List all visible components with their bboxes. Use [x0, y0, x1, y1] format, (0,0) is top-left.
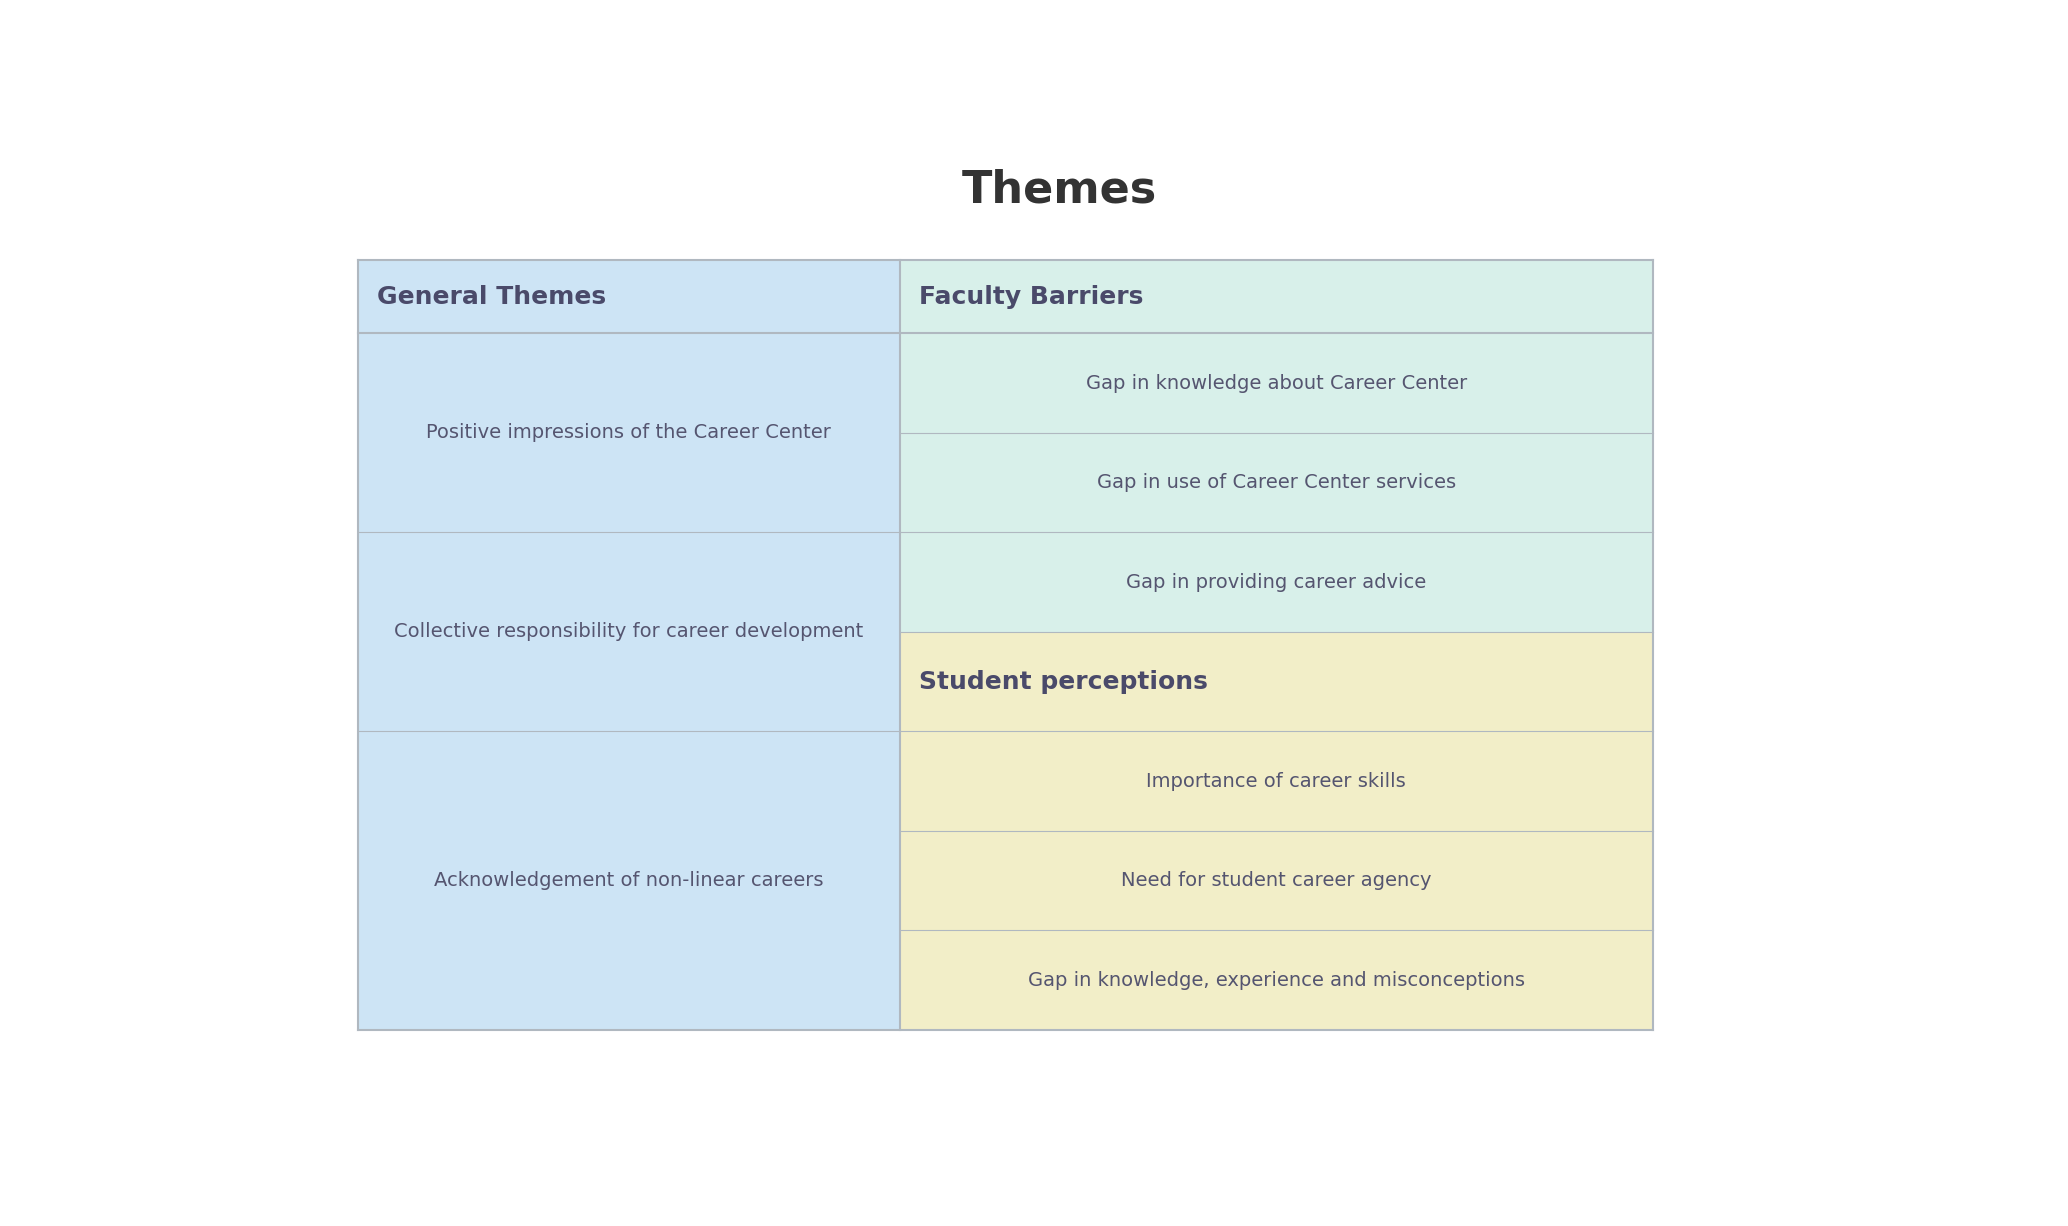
Text: Faculty Barriers: Faculty Barriers	[918, 284, 1144, 309]
Text: Gap in use of Career Center services: Gap in use of Career Center services	[1096, 473, 1456, 492]
FancyBboxPatch shape	[900, 631, 1652, 1030]
Text: Collective responsibility for career development: Collective responsibility for career dev…	[395, 623, 862, 641]
FancyBboxPatch shape	[900, 260, 1652, 631]
Text: Gap in knowledge, experience and misconceptions: Gap in knowledge, experience and misconc…	[1028, 971, 1524, 989]
Text: Acknowledgement of non-linear careers: Acknowledgement of non-linear careers	[434, 872, 823, 890]
FancyBboxPatch shape	[358, 260, 900, 1030]
Text: Need for student career agency: Need for student career agency	[1121, 872, 1431, 890]
Text: Gap in providing career advice: Gap in providing career advice	[1127, 573, 1427, 592]
Text: Student perceptions: Student perceptions	[918, 669, 1208, 694]
Text: General Themes: General Themes	[376, 284, 606, 309]
Text: Gap in knowledge about Career Center: Gap in knowledge about Career Center	[1086, 374, 1466, 392]
Text: Themes: Themes	[962, 168, 1158, 211]
Text: Positive impressions of the Career Center: Positive impressions of the Career Cente…	[426, 423, 831, 443]
Text: Importance of career skills: Importance of career skills	[1146, 771, 1406, 791]
